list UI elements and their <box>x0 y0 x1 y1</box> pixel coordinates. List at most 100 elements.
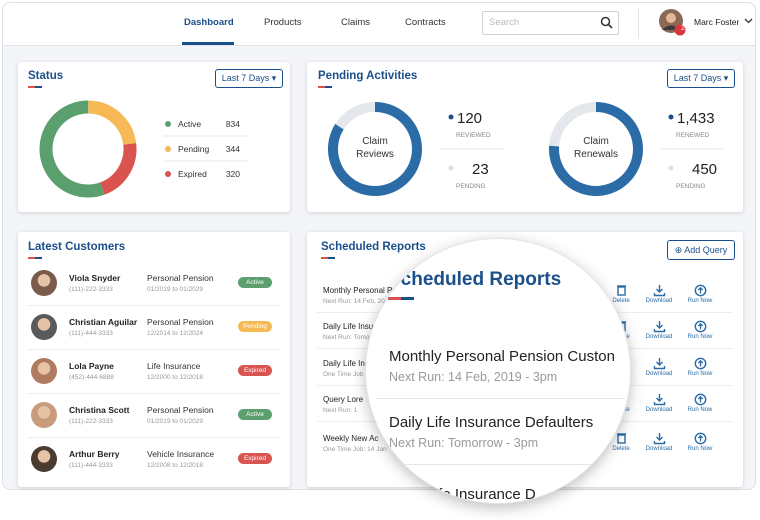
panel-title: Status <box>28 70 64 82</box>
range-label: Last 7 Days <box>673 73 722 83</box>
donut-segment <box>87 100 137 146</box>
primary-label: RENEWED <box>676 132 710 139</box>
customer-period: 01/2019 to 01/2029 <box>147 418 204 425</box>
action-label[interactable]: Download <box>645 298 673 304</box>
action-icon[interactable] <box>694 357 707 370</box>
action-icon[interactable] <box>694 284 707 297</box>
title-underline <box>388 297 414 300</box>
value-dot <box>448 165 454 171</box>
row-divider <box>28 393 280 394</box>
action-label[interactable]: Download <box>645 407 673 413</box>
title-underline <box>321 257 335 259</box>
user-menu-caret[interactable] <box>744 18 753 24</box>
action-glyph[interactable] <box>653 320 666 333</box>
customer-name[interactable]: Arthur Berry <box>69 449 120 459</box>
action-glyph[interactable] <box>694 432 707 445</box>
report-title[interactable]: Daily Life Insurance D <box>323 359 402 368</box>
customer-plan: Personal Pension <box>147 273 214 283</box>
nav-item[interactable]: Contracts <box>405 17 446 28</box>
action-icon[interactable] <box>615 284 628 297</box>
action-label[interactable]: Delete <box>612 446 630 452</box>
action-icon[interactable] <box>694 320 707 333</box>
customer-plan: Personal Pension <box>147 405 214 415</box>
status-pill: Active <box>238 277 272 288</box>
legend-dot <box>165 146 171 152</box>
action-glyph[interactable] <box>694 320 707 333</box>
action-glyph[interactable] <box>615 284 628 297</box>
action-icon[interactable] <box>653 284 666 297</box>
action-icon[interactable] <box>653 432 666 445</box>
add-query-button[interactable]: ⊕ Add Query <box>667 240 735 260</box>
action-glyph[interactable] <box>694 393 707 406</box>
title-underline <box>28 86 42 88</box>
row-divider <box>28 349 280 350</box>
user-name[interactable]: Marc Foster <box>694 17 740 27</box>
report-next-run: Next Run: 1 <box>323 407 358 414</box>
nav-item[interactable]: Claims <box>341 17 371 28</box>
action-label[interactable]: Download <box>645 446 673 452</box>
action-label[interactable]: Download <box>645 371 673 377</box>
nav-item[interactable]: Dashboard <box>184 17 234 28</box>
action-glyph[interactable] <box>653 432 666 445</box>
customer-name[interactable]: Christina Scott <box>69 405 130 415</box>
action-label[interactable]: Run Now <box>687 298 713 304</box>
range-dropdown[interactable]: Last 7 Days ▾ <box>215 69 283 88</box>
action-glyph[interactable] <box>653 393 666 406</box>
customer-avatar <box>31 270 57 296</box>
search-box[interactable]: Search <box>482 11 619 35</box>
action-label[interactable]: Run Now <box>687 334 713 340</box>
action-label[interactable]: Run Now <box>687 407 713 413</box>
action-glyph[interactable] <box>694 357 707 370</box>
magnified-next-run: Next Run: 14 Feb, 2019 - 3pm <box>389 370 558 384</box>
magnifier: Scheduled Reports Monthly Personal Pensi… <box>365 238 631 504</box>
magnified-title: Scheduled Reports <box>388 269 562 290</box>
magnified-report-title: Daily Life Insurance D <box>389 486 536 503</box>
action-label[interactable]: Run Now <box>687 371 713 377</box>
status-pill: Expired <box>238 453 272 464</box>
magnified-next-run: Next Run: Tomorrow - 3pm <box>389 436 539 450</box>
action-label[interactable]: Download <box>645 334 673 340</box>
customer-period: 12/2008 to 12/2018 <box>147 462 204 469</box>
action-icon[interactable] <box>615 432 628 445</box>
customer-phone: (111)-222-3333 <box>69 286 113 293</box>
action-icon[interactable] <box>694 393 707 406</box>
secondary-label: PENDING <box>676 183 706 190</box>
action-icon[interactable] <box>653 357 666 370</box>
action-label[interactable]: Delete <box>612 298 630 304</box>
customer-period: 01/2019 to 01/2029 <box>147 286 204 293</box>
action-label[interactable]: Run Now <box>687 446 713 452</box>
customer-name[interactable]: Viola Snyder <box>69 273 121 283</box>
action-glyph[interactable] <box>615 432 628 445</box>
report-title[interactable]: Weekly New Ac <box>323 434 379 443</box>
report-title[interactable]: Query Lore <box>323 395 364 404</box>
magnified-report-title: Monthly Personal Pension Custon <box>389 348 615 365</box>
nav-item[interactable]: Products <box>264 17 302 28</box>
row-divider <box>28 437 280 438</box>
range-dropdown[interactable]: Last 7 Days ▾ <box>667 69 735 88</box>
action-icon[interactable] <box>653 320 666 333</box>
user-avatar[interactable] <box>657 8 689 40</box>
customer-name[interactable]: Christian Aguilar <box>69 317 138 327</box>
customer-plan: Personal Pension <box>147 317 214 327</box>
legend-dot <box>165 171 171 177</box>
action-glyph[interactable] <box>653 284 666 297</box>
row-divider <box>28 305 280 306</box>
ring-label: Claim Renewals <box>574 136 618 160</box>
action-icon[interactable] <box>694 432 707 445</box>
magnified-divider <box>376 398 626 399</box>
range-label: Last 7 Days <box>221 73 270 83</box>
action-glyph[interactable] <box>694 284 707 297</box>
action-icon[interactable] <box>653 393 666 406</box>
customer-name[interactable]: Lola Payne <box>69 361 114 371</box>
status-pill: Active <box>238 409 272 420</box>
legend-label: Expired <box>178 169 207 179</box>
search-icon[interactable] <box>600 16 613 29</box>
customer-avatar <box>31 446 57 472</box>
customer-phone: (111)-222-3333 <box>69 418 113 425</box>
nav-active-underline <box>182 42 234 45</box>
report-title[interactable]: Daily Life Insurance Defaulters <box>323 322 413 331</box>
report-title[interactable]: Monthly Personal Pension Custon <box>323 286 413 295</box>
action-glyph[interactable] <box>653 357 666 370</box>
report-next-run: Next Run: 14 Feb, 2019 - 3pm <box>323 298 411 305</box>
